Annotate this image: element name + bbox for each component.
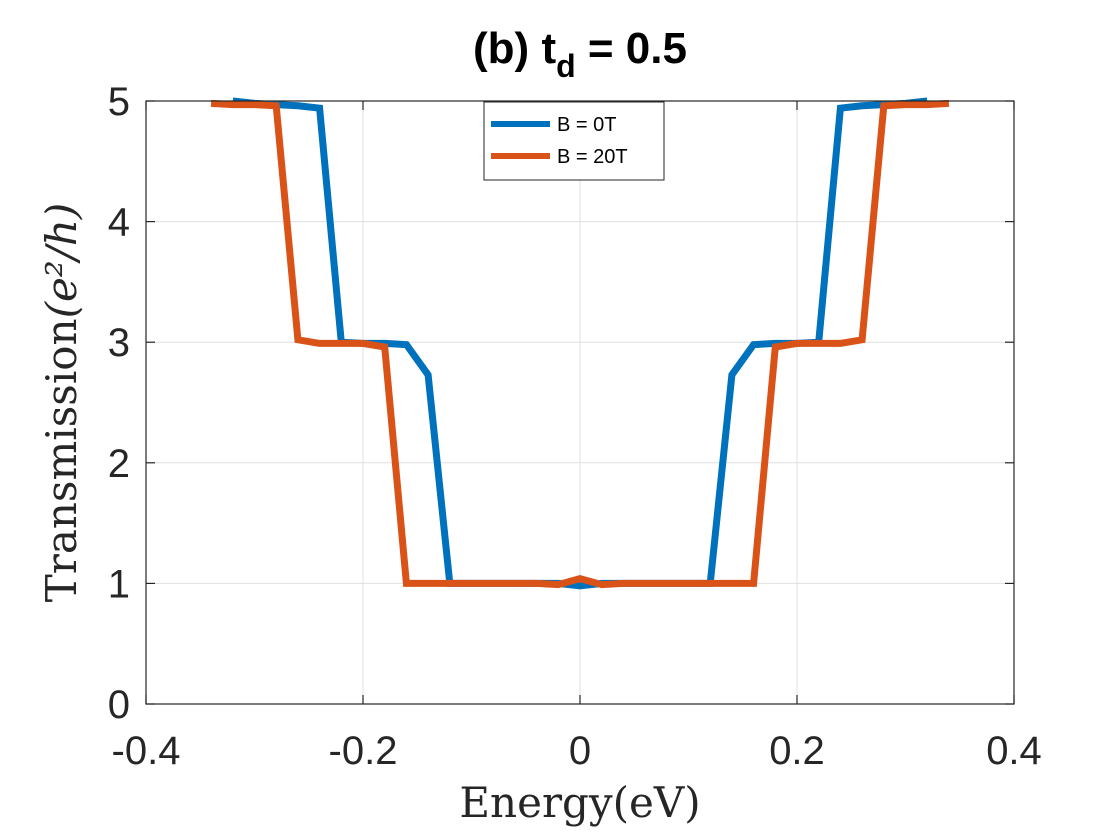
chart-title: (b) td = 0.5 <box>473 24 687 84</box>
y-axis-label: Transmission(e²/h) <box>37 203 86 603</box>
x-tick-label-0: 0 <box>569 729 591 773</box>
series-lines <box>210 97 950 590</box>
legend-box <box>483 101 665 181</box>
series-line-b20t <box>210 99 950 589</box>
grid-lines <box>146 101 1014 704</box>
y-tick-label-4: 4 <box>108 201 130 245</box>
legend-label-b0t: B = 0T <box>557 114 616 136</box>
legend: B = 0T B = 20T <box>483 101 665 181</box>
x-tick-label-0_4: 0.4 <box>986 729 1042 773</box>
y-tick-label-1: 1 <box>108 562 130 606</box>
x-tick-label-neg0_2: -0.2 <box>329 729 398 773</box>
y-tick-label-3: 3 <box>108 321 130 365</box>
legend-label-b20t: B = 20T <box>557 146 628 168</box>
y-axis-ticks: 0 1 2 3 4 5 <box>108 80 1014 727</box>
y-tick-label-0: 0 <box>108 683 130 727</box>
x-axis-ticks: -0.4 -0.2 0 0.2 0.4 <box>112 101 1042 773</box>
y-tick-label-5: 5 <box>108 80 130 124</box>
x-tick-label-neg0_4: -0.4 <box>112 729 181 773</box>
x-tick-label-0_2: 0.2 <box>769 729 825 773</box>
x-axis-label: Energy(eV) <box>459 778 700 827</box>
y-tick-label-2: 2 <box>108 442 130 486</box>
